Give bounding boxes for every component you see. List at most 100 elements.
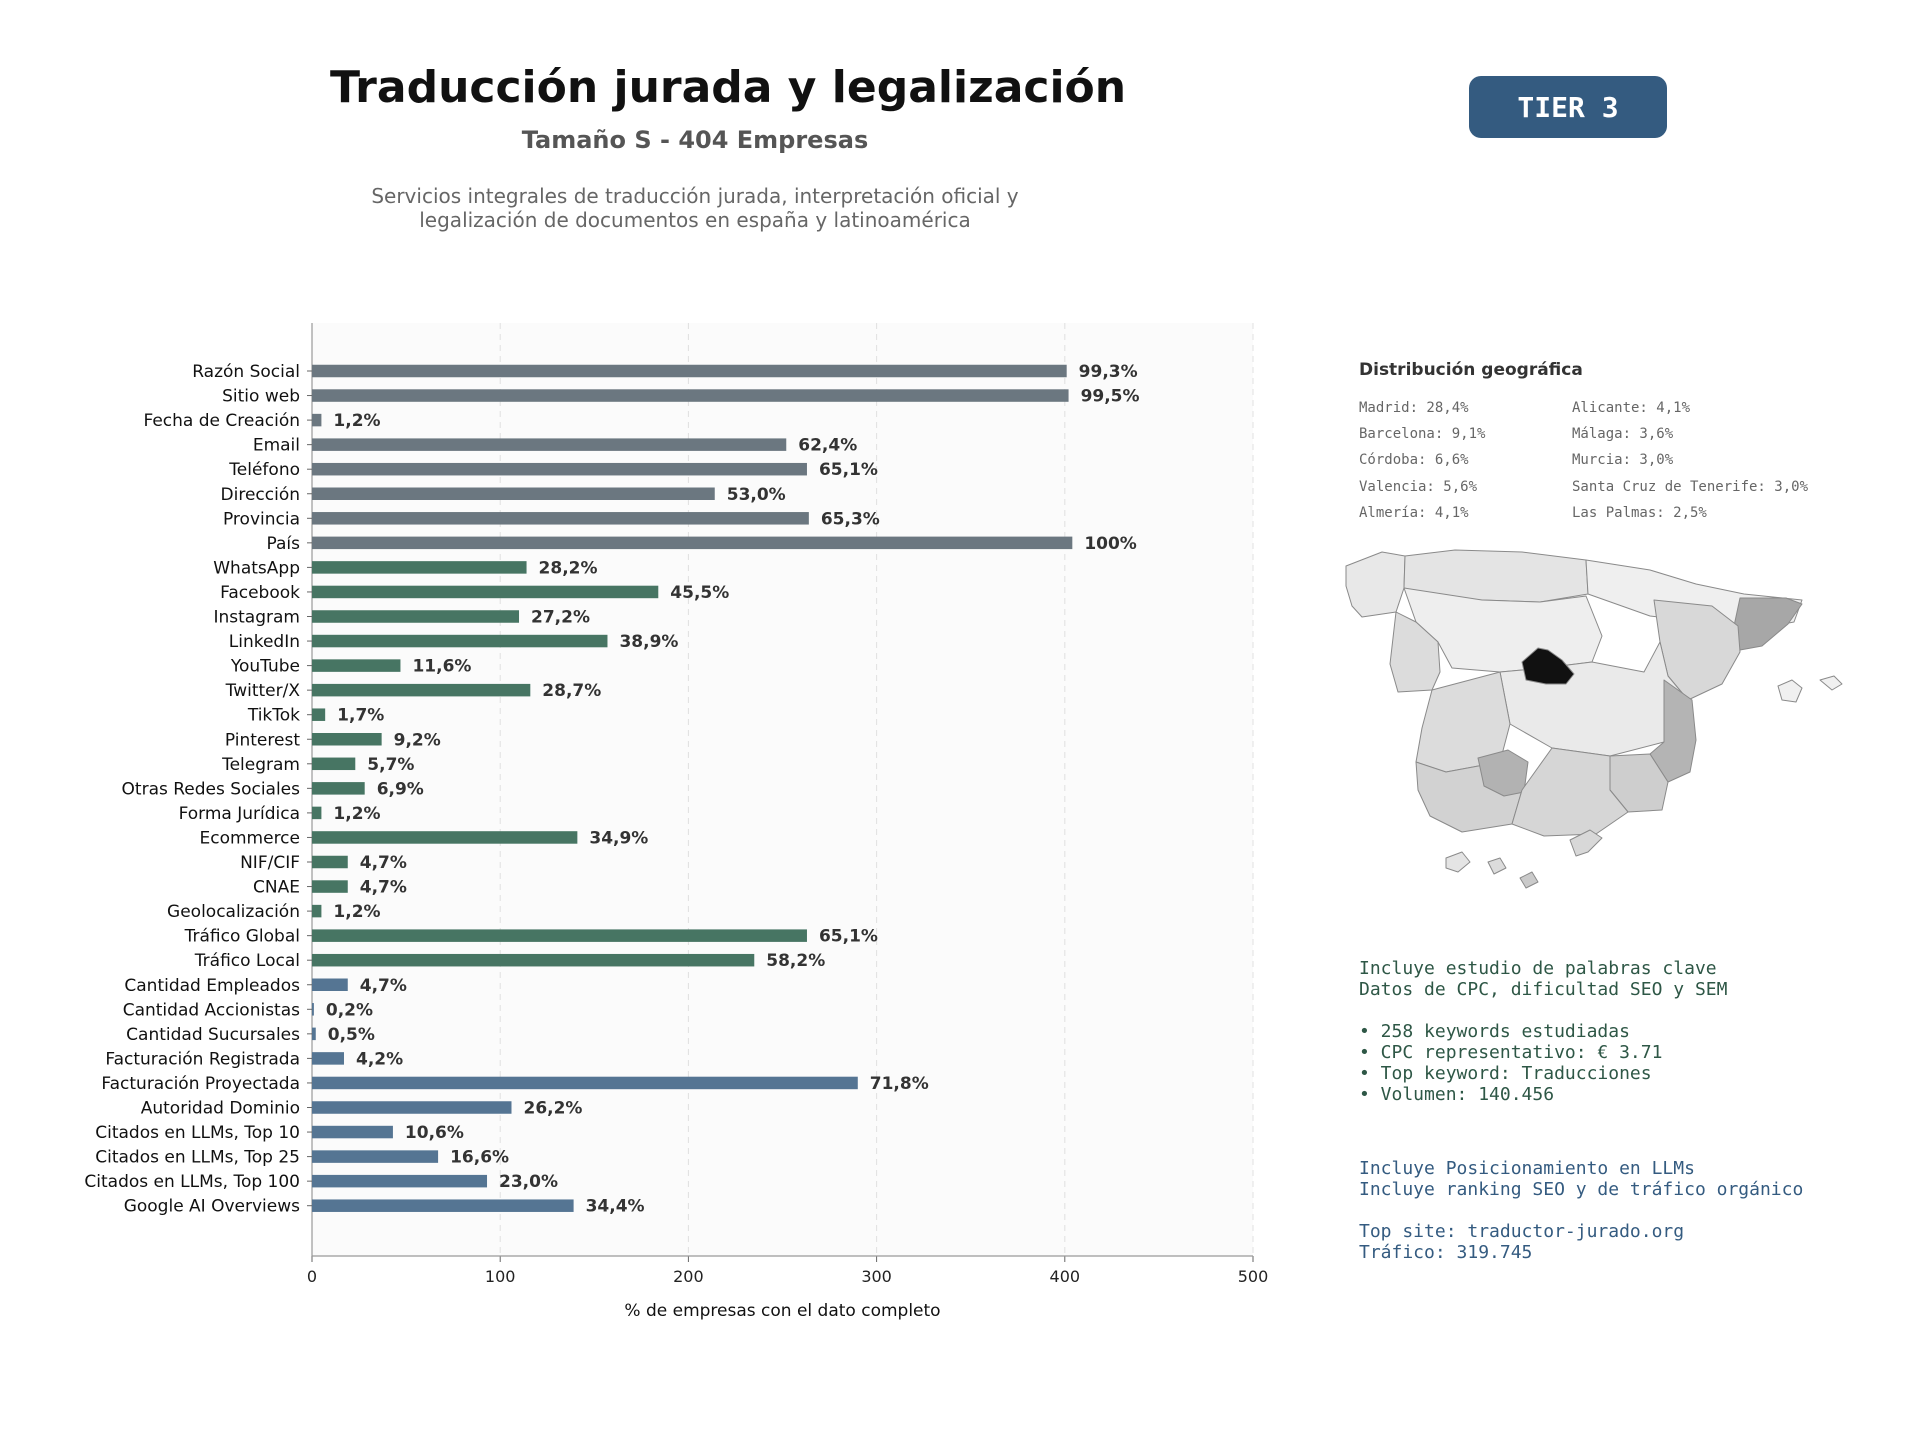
spain-choropleth-map — [1345, 549, 1843, 889]
bar — [312, 1174, 488, 1188]
bar-value-label: 28,2% — [539, 558, 598, 578]
seo-line-2: Datos de CPC, dificultad SEO y SEM — [1359, 979, 1728, 1000]
map-region-madrid — [1521, 647, 1575, 685]
x-tick-label: 200 — [673, 1267, 704, 1286]
geo-distribution-title: Distribución geográfica — [1359, 360, 1583, 380]
geo-item: Almería: 4,1% — [1359, 505, 1469, 521]
bar — [312, 462, 807, 476]
category-label: Tráfico Local — [194, 951, 300, 971]
description-line-2: legalización de documentos en españa y l… — [419, 208, 971, 232]
bar — [312, 1052, 344, 1065]
bar-value-label: 16,6% — [450, 1148, 509, 1168]
bar — [312, 953, 755, 967]
map-region-galicia — [1345, 551, 1406, 618]
category-label: Dirección — [221, 485, 300, 505]
x-axis-title: % de empresas con el dato completo — [624, 1301, 940, 1321]
bar — [312, 1150, 439, 1163]
category-label: YouTube — [230, 657, 300, 677]
bar — [312, 733, 382, 746]
category-label: Autoridad Dominio — [141, 1099, 300, 1119]
category-label: Cantidad Sucursales — [126, 1025, 300, 1045]
geo-item: Málaga: 3,6% — [1572, 426, 1674, 442]
bar-value-label: 5,7% — [367, 755, 414, 775]
page-title: Traducción jurada y legalización — [330, 62, 1127, 113]
bar — [312, 1199, 574, 1212]
bar-value-label: 100% — [1084, 534, 1137, 554]
category-label: Teléfono — [228, 460, 300, 480]
geo-item: Córdoba: 6,6% — [1359, 452, 1469, 468]
seo-bullet: • Volumen: 140.456 — [1359, 1084, 1555, 1105]
geo-item: Murcia: 3,0% — [1572, 452, 1674, 468]
bar — [312, 487, 715, 500]
bar — [312, 364, 1067, 378]
bar-value-label: 4,2% — [356, 1049, 403, 1069]
bar — [312, 831, 578, 844]
bar — [312, 1076, 858, 1090]
category-label: WhatsApp — [213, 558, 300, 578]
seo-bullet: • 258 keywords estudiadas — [1359, 1021, 1630, 1042]
category-label: Facturación Registrada — [105, 1049, 300, 1069]
category-label: Citados en LLMs, Top 25 — [95, 1148, 300, 1168]
map-region-north-west — [1389, 611, 1441, 693]
bar-value-label: 53,0% — [727, 485, 786, 505]
bar-value-label: 65,3% — [821, 509, 880, 529]
bar-value-label: 4,7% — [360, 853, 407, 873]
bar — [312, 438, 787, 451]
bar-value-label: 9,2% — [394, 730, 441, 750]
geo-item: Barcelona: 9,1% — [1359, 426, 1486, 442]
category-label: Forma Jurídica — [179, 804, 300, 824]
category-label: Provincia — [223, 509, 300, 529]
bar — [312, 1027, 316, 1041]
llm-info-block: Incluye Posicionamiento en LLMs Incluye … — [1359, 1158, 1803, 1263]
top-site-traffic: Tráfico: 319.745 — [1359, 1242, 1533, 1263]
bar-value-label: 11,6% — [412, 657, 471, 677]
map-region-canary-1 — [1445, 851, 1471, 873]
bar-value-label: 27,2% — [531, 608, 590, 628]
bar-value-label: 65,1% — [819, 927, 878, 947]
category-label: Fecha de Creación — [143, 411, 300, 431]
map-region-balearic-1 — [1777, 679, 1803, 703]
category-label: Facturación Proyectada — [101, 1074, 300, 1094]
geo-item: Valencia: 5,6% — [1359, 479, 1478, 495]
bar — [312, 757, 356, 771]
x-tick-label: 300 — [861, 1267, 892, 1286]
x-tick-label: 0 — [307, 1267, 317, 1286]
bar — [312, 978, 348, 991]
category-label: Cantidad Accionistas — [123, 1000, 300, 1020]
map-region-catalonia — [1733, 597, 1803, 651]
seo-bullet: • Top keyword: Traducciones — [1359, 1063, 1652, 1084]
bar — [312, 1125, 393, 1139]
category-label: CNAE — [253, 878, 300, 898]
bar — [312, 782, 365, 795]
bar-value-label: 34,4% — [586, 1197, 645, 1217]
bar — [312, 659, 401, 672]
category-label: Pinterest — [225, 730, 300, 750]
category-label: Telegram — [221, 755, 300, 775]
completeness-bar-chart: 0 100 200 300 400 500 Razón Social 99,3% Sitio w… — [84, 323, 1268, 1321]
category-label: Ecommerce — [200, 828, 301, 848]
sector-description: Servicios integrales de traducción jurad… — [330, 184, 1060, 232]
category-label: LinkedIn — [229, 632, 300, 652]
category-label: Google AI Overviews — [124, 1197, 300, 1217]
bar — [312, 683, 531, 697]
bar-value-label: 26,2% — [523, 1099, 582, 1119]
top-site: Top site: traductor-jurado.org — [1359, 1221, 1685, 1242]
bar-value-label: 34,9% — [589, 828, 648, 848]
geo-item: Madrid: 28,4% — [1359, 400, 1469, 416]
bar — [312, 1101, 512, 1114]
map-region-balearic-2 — [1819, 675, 1843, 691]
map-region-canary-2 — [1487, 857, 1507, 875]
bar-value-label: 58,2% — [766, 951, 825, 971]
bar — [312, 708, 326, 721]
category-label: Facebook — [220, 583, 300, 603]
category-label: Twitter/X — [225, 681, 301, 701]
tier-badge: TIER 3 — [1469, 76, 1667, 138]
category-label: Sitio web — [222, 387, 300, 407]
bar-value-label: 62,4% — [798, 436, 857, 456]
bar-value-label: 0,2% — [326, 1000, 373, 1020]
bar — [312, 1003, 314, 1016]
bar — [312, 806, 322, 820]
bar-value-label: 1,7% — [337, 706, 384, 726]
bar — [312, 929, 807, 942]
